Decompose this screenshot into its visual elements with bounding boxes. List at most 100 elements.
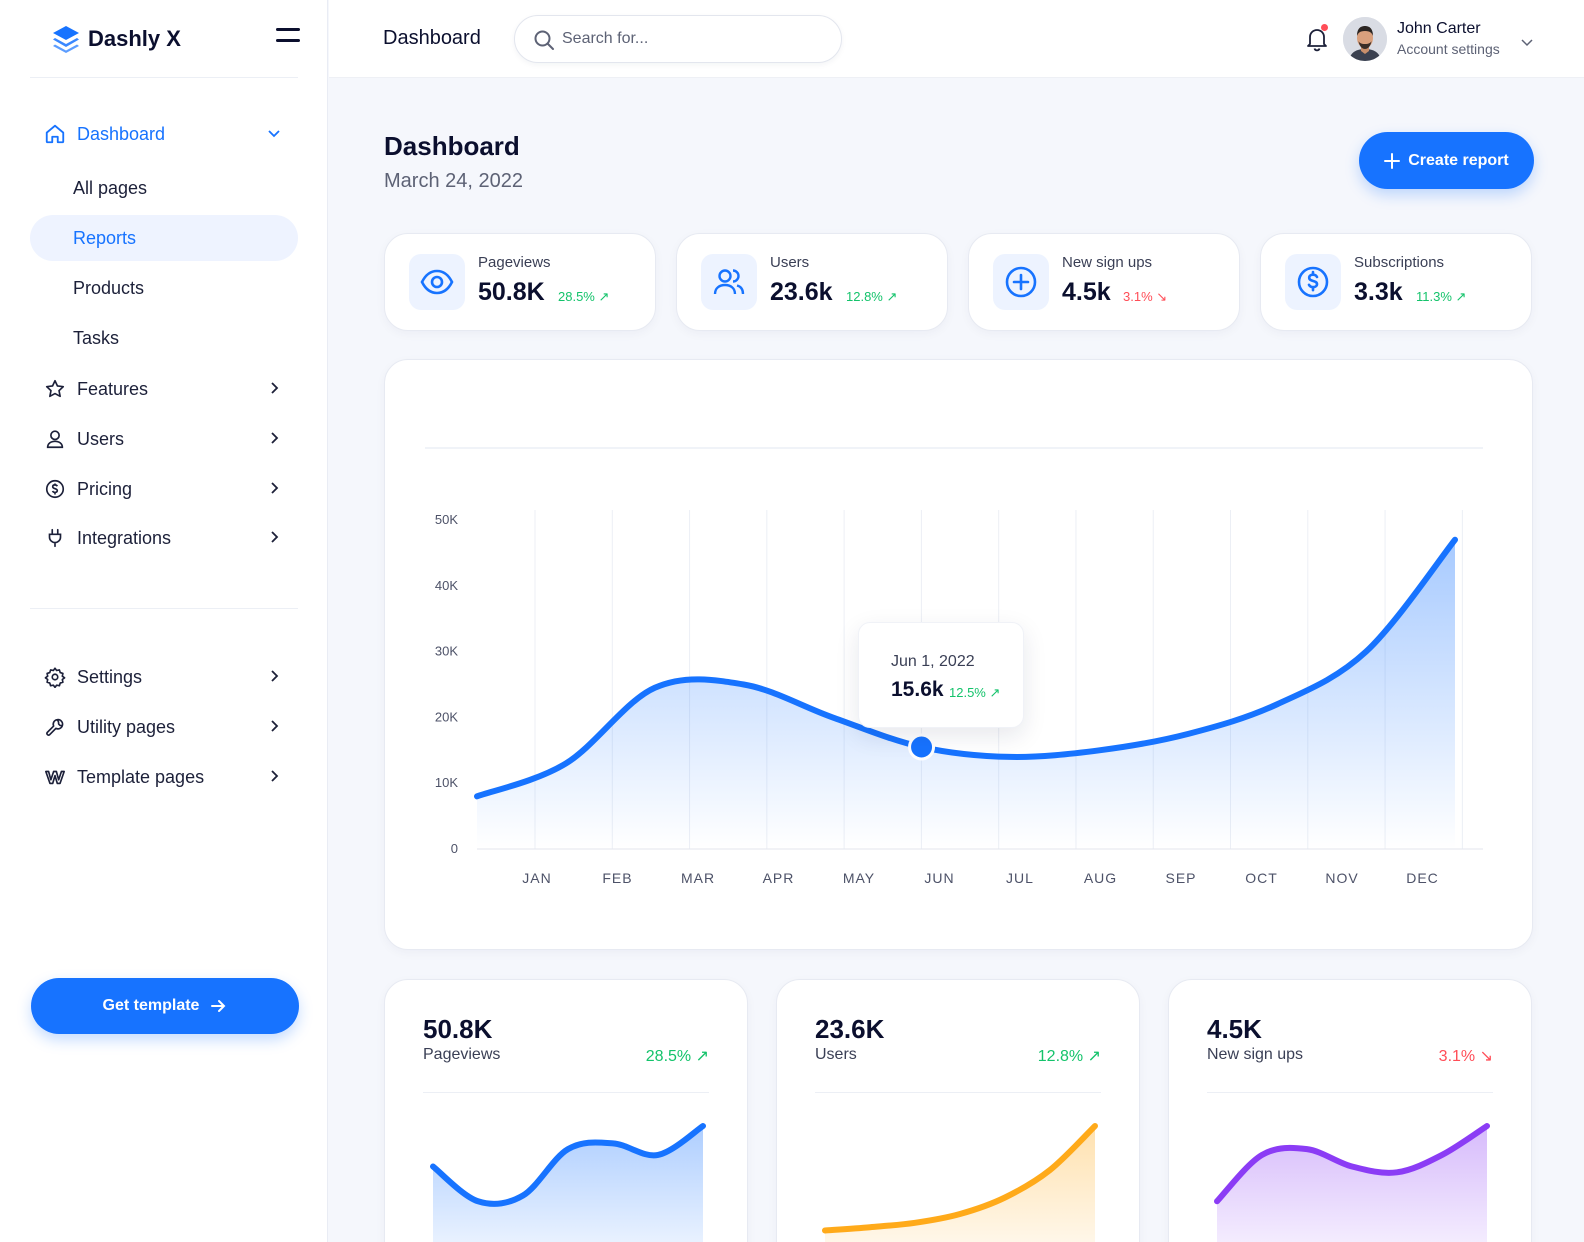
sidebar-divider: [30, 608, 298, 609]
mini-change: 12.8% ↗: [1037, 1048, 1101, 1065]
search-input[interactable]: [562, 16, 822, 62]
brand[interactable]: Dashly X: [52, 24, 181, 54]
mini-area-fill: [1217, 1126, 1487, 1242]
user-icon: [46, 430, 64, 449]
chevron-right-icon: [271, 382, 279, 394]
mini-series-line: [430, 1123, 706, 1207]
page-title: Dashboard: [384, 131, 520, 161]
sidebar-item-template-pages[interactable]: Template pages: [30, 754, 298, 800]
avatar[interactable]: [1343, 17, 1387, 61]
x-tick-label: JAN: [522, 870, 551, 886]
arrow-up-right-icon: ↗: [1455, 289, 1467, 304]
chart-series-line: [474, 536, 1458, 800]
x-tick-label: NOV: [1325, 870, 1358, 886]
sidebar-subitem-reports[interactable]: Reports: [30, 215, 298, 261]
sidebar-item-dashboard[interactable]: Dashboard: [30, 111, 298, 157]
stat-icon-box: [409, 254, 465, 310]
mini-card-pageviews[interactable]: 50.8K Pageviews 28.5% ↗: [384, 979, 748, 1242]
stat-value: 23.6k: [770, 278, 833, 306]
arrow-right-icon: [211, 1000, 226, 1012]
sidebar-item-users[interactable]: Users: [30, 416, 298, 462]
mini-value: 23.6K: [815, 1014, 885, 1044]
stat-label: Subscriptions: [1354, 254, 1445, 271]
arrow-up-right-icon: ↗: [598, 289, 610, 304]
gear-icon: [44, 667, 66, 688]
chevron-right-icon: [271, 531, 279, 543]
chevron-down-icon[interactable]: [1519, 34, 1535, 50]
mini-change: 3.1% ↘: [1438, 1048, 1493, 1065]
layers-logo-icon: [53, 26, 79, 53]
notifications-button[interactable]: [1305, 24, 1329, 52]
get-template-button[interactable]: Get template: [31, 978, 299, 1034]
sidebar-item-label: Features: [77, 378, 149, 399]
sidebar-subitem-tasks[interactable]: Tasks: [73, 327, 120, 348]
mini-card-new-signups[interactable]: 4.5K New sign ups 3.1% ↘: [1168, 979, 1532, 1242]
stat-card-new-signups[interactable]: New sign ups 4.5k 3.1% ↘: [968, 233, 1240, 331]
top-bar: Dashboard John Carter Account settings: [329, 0, 1584, 78]
x-tick-label: JUL: [1006, 870, 1034, 886]
create-report-button[interactable]: Create report: [1359, 132, 1534, 189]
y-tick-label: 20K: [435, 709, 458, 724]
sidebar-item-pricing[interactable]: Pricing: [30, 466, 298, 512]
search-box[interactable]: [514, 15, 842, 63]
mini-label: New sign ups: [1207, 1046, 1304, 1063]
sidebar-item-features[interactable]: Features: [30, 366, 298, 412]
arrow-down-right-icon: ↘: [1479, 1048, 1493, 1065]
stat-card-users[interactable]: Users 23.6k 12.8% ↗: [676, 233, 948, 331]
y-tick-label: 50K: [435, 512, 458, 527]
header-title: Dashboard: [383, 27, 481, 49]
sidebar-item-utility-pages[interactable]: Utility pages: [30, 704, 298, 750]
stat-card-pageviews[interactable]: Pageviews 50.8K 28.5% ↗: [384, 233, 656, 331]
stat-card-subscriptions[interactable]: Subscriptions 3.3k 11.3% ↗: [1260, 233, 1532, 331]
mini-label: Users: [815, 1046, 857, 1063]
stat-value: 3.3k: [1354, 278, 1403, 306]
stat-icon-box: [701, 254, 757, 310]
stat-value: 4.5k: [1062, 278, 1111, 306]
chart-tooltip: Jun 1, 2022 15.6k 12.5% ↗: [858, 622, 1024, 728]
tooltip-value: 15.6k: [891, 678, 944, 701]
tooltip-date: Jun 1, 2022: [891, 653, 975, 670]
mini-chart-users: [822, 1123, 1098, 1242]
sidebar-divider: [30, 77, 298, 78]
webflow-icon: [45, 770, 65, 785]
plus-icon: [1384, 152, 1401, 169]
x-tick-label: OCT: [1245, 870, 1278, 886]
wrench-icon: [46, 718, 64, 736]
sidebar-item-settings[interactable]: Settings: [30, 654, 298, 700]
account-settings-link[interactable]: Account settings: [1397, 41, 1500, 57]
stat-label: Users: [770, 254, 810, 271]
sidebar-item-label: Dashboard: [77, 123, 166, 144]
sidebar-item-integrations[interactable]: Integrations: [30, 515, 298, 561]
user-name[interactable]: John Carter: [1397, 20, 1481, 37]
home-icon: [45, 124, 65, 144]
page-date: March 24, 2022: [384, 170, 523, 192]
y-tick-label: 30K: [435, 644, 458, 659]
stat-change: 3.1% ↘: [1123, 289, 1168, 304]
x-tick-label: SEP: [1165, 870, 1196, 886]
search-icon: [534, 30, 554, 50]
chart-highlight-point[interactable]: [908, 733, 936, 761]
x-tick-label: MAY: [843, 870, 875, 886]
stat-change: 11.3% ↗: [1416, 289, 1467, 304]
mini-divider: [1207, 1092, 1493, 1093]
sidebar-subitem-all-pages[interactable]: All pages: [73, 177, 148, 198]
arrow-up-right-icon: ↗: [1087, 1048, 1101, 1065]
sidebar-item-label: Utility pages: [77, 716, 176, 737]
chevron-right-icon: [271, 482, 279, 494]
users-icon: [713, 269, 745, 295]
x-tick-label: AUG: [1084, 870, 1117, 886]
stat-label: Pageviews: [478, 254, 551, 271]
x-tick-label: APR: [763, 870, 795, 886]
mini-card-users[interactable]: 23.6K Users 12.8% ↗: [776, 979, 1140, 1242]
app-name: Dashly X: [88, 26, 181, 51]
mini-series-line: [1214, 1123, 1490, 1205]
menu-toggle-icon[interactable]: [276, 28, 300, 48]
eye-icon: [420, 269, 454, 295]
arrow-up-right-icon: ↗: [695, 1048, 709, 1065]
mini-chart-new-signups: [1214, 1123, 1490, 1242]
sidebar: Dashly X Dashboard All pages Reports Pro…: [0, 0, 328, 1242]
mini-change: 28.5% ↗: [645, 1048, 709, 1065]
plus-circle-icon: [1005, 266, 1037, 298]
sidebar-subitem-products[interactable]: Products: [73, 277, 145, 298]
mini-label: Pageviews: [423, 1046, 501, 1063]
